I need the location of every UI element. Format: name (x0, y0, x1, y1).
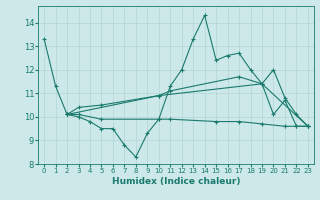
X-axis label: Humidex (Indice chaleur): Humidex (Indice chaleur) (112, 177, 240, 186)
